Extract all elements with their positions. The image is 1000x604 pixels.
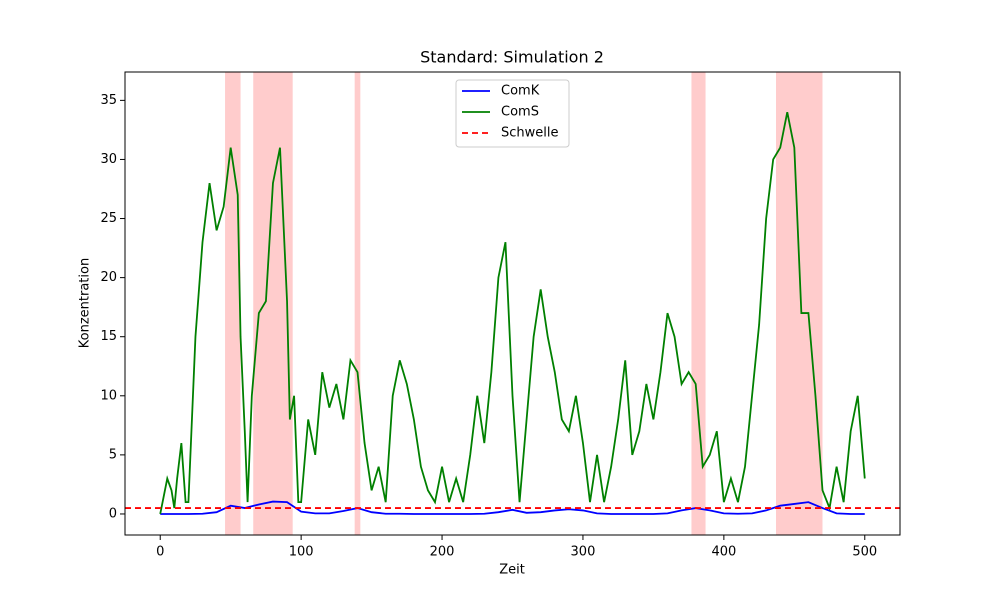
- y-axis-label: Konzentration: [78, 258, 93, 348]
- x-tick-label: 0: [156, 545, 164, 560]
- line-comk: [160, 500, 865, 515]
- y-tick-label: 15: [100, 329, 117, 344]
- x-axis-label: Zeit: [499, 563, 525, 578]
- y-tick-label: 25: [100, 211, 117, 226]
- legend-label: ComK: [501, 84, 540, 99]
- highlight-span: [253, 72, 293, 535]
- legend-label: Schwelle: [501, 126, 559, 141]
- x-tick-label: 100: [289, 545, 314, 560]
- legend-box: [455, 79, 570, 148]
- y-tick-label: 30: [100, 152, 117, 167]
- y-tick-label: 20: [100, 270, 117, 285]
- legend-label: ComS: [501, 105, 539, 120]
- x-tick-label: 200: [430, 545, 455, 560]
- x-tick-label: 400: [711, 545, 736, 560]
- highlight-span: [225, 72, 241, 535]
- x-tick-label: 300: [571, 545, 596, 560]
- highlight-span: [354, 72, 361, 535]
- y-tick-label: 10: [100, 388, 117, 403]
- y-tick-label: 0: [109, 506, 117, 521]
- y-tick-label: 5: [109, 447, 117, 462]
- highlight-span: [691, 72, 706, 535]
- plot-frame: [124, 71, 901, 536]
- y-tick-label: 35: [100, 93, 117, 108]
- line-coms: [159, 112, 866, 515]
- x-tick-label: 500: [852, 545, 877, 560]
- highlight-span: [776, 72, 823, 535]
- chart-title: Standard: Simulation 2: [420, 48, 604, 67]
